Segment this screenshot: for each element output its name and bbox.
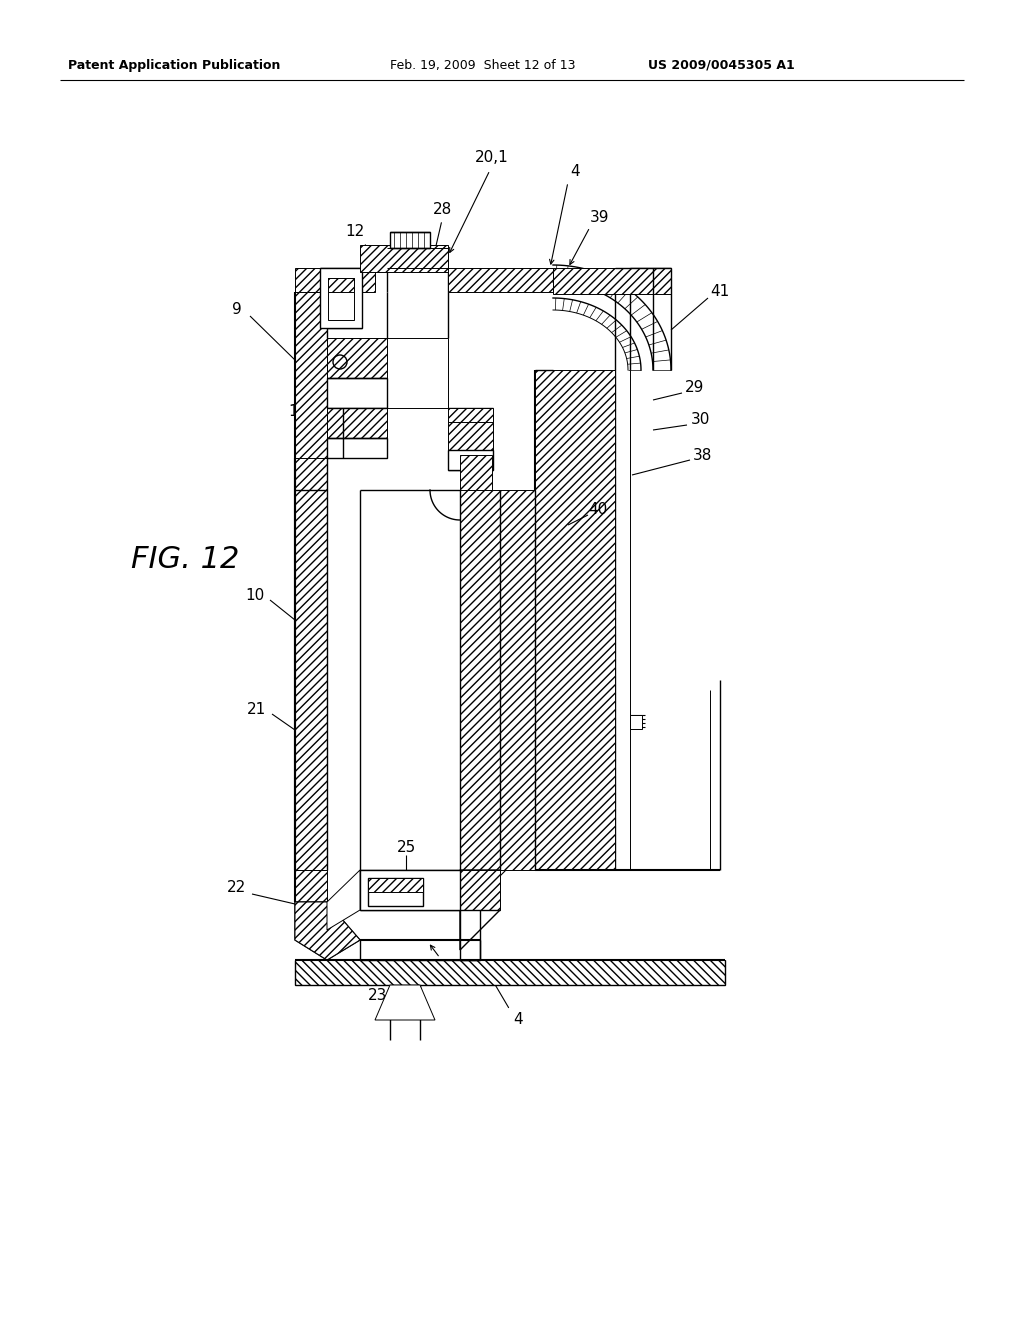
Bar (449, 420, 493, 450)
Bar (368, 878, 423, 906)
Polygon shape (460, 870, 500, 950)
Bar (630, 715, 642, 729)
Bar (360, 246, 449, 272)
Bar (295, 960, 725, 985)
Bar (295, 458, 327, 870)
Polygon shape (295, 902, 360, 960)
Text: 20,1: 20,1 (475, 150, 509, 165)
Text: 23: 23 (369, 987, 388, 1002)
Bar (327, 438, 387, 458)
Bar (295, 870, 327, 902)
Bar (449, 450, 493, 470)
Bar (328, 279, 354, 319)
Bar (449, 268, 553, 292)
Bar (295, 487, 327, 642)
Bar (327, 408, 387, 438)
Text: 39: 39 (590, 210, 609, 226)
Text: 10: 10 (246, 589, 264, 603)
Text: 41: 41 (711, 285, 730, 300)
Bar (368, 878, 423, 892)
Text: 31: 31 (473, 447, 493, 462)
Text: FIG. 12: FIG. 12 (131, 545, 240, 574)
Bar (449, 408, 493, 422)
Bar (460, 455, 492, 490)
Text: 22: 22 (226, 880, 246, 895)
Bar (295, 292, 327, 487)
Bar (460, 490, 500, 870)
Text: 29: 29 (685, 380, 705, 396)
Text: US 2009/0045305 A1: US 2009/0045305 A1 (648, 58, 795, 71)
Bar (327, 378, 387, 408)
Bar (328, 279, 354, 292)
Bar (553, 268, 671, 294)
Bar (327, 338, 387, 378)
Polygon shape (375, 985, 435, 1020)
Text: Patent Application Publication: Patent Application Publication (68, 58, 281, 71)
Text: 30: 30 (690, 412, 710, 428)
Text: 9: 9 (232, 302, 242, 318)
Text: 25: 25 (396, 841, 416, 855)
Text: 28: 28 (432, 202, 452, 218)
Text: 26: 26 (432, 961, 452, 975)
Text: 4: 4 (513, 1012, 523, 1027)
Bar (460, 870, 500, 909)
Text: 12: 12 (345, 224, 365, 239)
Polygon shape (295, 902, 360, 960)
Text: 11: 11 (289, 404, 307, 420)
Text: 21: 21 (248, 702, 266, 718)
Bar (390, 232, 430, 248)
Text: 42: 42 (514, 849, 534, 863)
Bar (295, 268, 375, 292)
Text: 38: 38 (693, 447, 713, 462)
Text: Feb. 19, 2009  Sheet 12 of 13: Feb. 19, 2009 Sheet 12 of 13 (390, 58, 575, 71)
Text: 40: 40 (589, 503, 607, 517)
Bar (500, 490, 535, 870)
Polygon shape (327, 870, 360, 931)
Bar (319, 268, 362, 327)
Text: 4: 4 (570, 165, 580, 180)
Bar (360, 870, 460, 909)
Bar (535, 370, 615, 870)
Polygon shape (327, 338, 449, 458)
